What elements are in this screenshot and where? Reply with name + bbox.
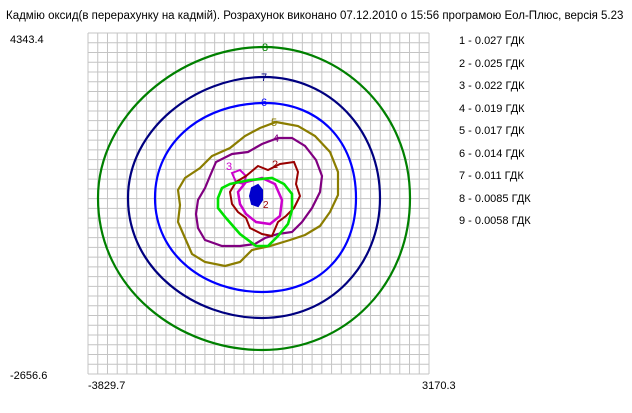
legend-item-7: 7 - 0.011 ГДК <box>459 170 524 182</box>
contour-level-2 <box>228 160 302 238</box>
legend-item-5: 5 - 0.017 ГДК <box>459 125 525 137</box>
contour-label-4: 4 <box>273 133 279 145</box>
contour-level-6 <box>153 101 358 294</box>
legend-item-2: 2 - 0.025 ГДК <box>459 57 525 70</box>
legend-item-9: 9 - 0.0058 ГДК <box>459 215 531 227</box>
legend: 1 - 0.027 ГДК 2 - 0.025 ГДК 3 - 0.022 ГД… <box>459 34 531 237</box>
contour-level-4 <box>194 136 324 248</box>
contour-label-2-inner: 2 <box>263 200 269 211</box>
contour-level-8 <box>96 45 412 352</box>
contour-level-1 <box>248 183 263 208</box>
x-max-label: 3170.3 <box>422 380 456 392</box>
legend-item-4: 4 - 0.019 ГДК <box>459 102 525 115</box>
legend-item-8: 8 - 0.0085 ГДК <box>459 192 531 205</box>
contour-level-5 <box>176 120 340 268</box>
contour-label-2: 2 <box>272 159 278 171</box>
y-max-label: 4343.4 <box>10 34 44 46</box>
contour-label-6: 6 <box>261 97 267 109</box>
contour-label-7: 7 <box>261 72 267 84</box>
contour-label-3: 3 <box>226 161 232 173</box>
contour-label-5: 5 <box>271 117 277 129</box>
contour-level-9 <box>216 176 294 248</box>
contour-label-1: 1 <box>254 185 260 196</box>
y-min-label: -2656.6 <box>10 370 48 382</box>
contour-level-7 <box>126 75 382 320</box>
legend-item-6: 6 - 0.014 ГДК <box>459 147 525 160</box>
contour-label-8: 8 <box>262 42 268 54</box>
legend-item-3: 3 - 0.022 ГДК <box>459 80 525 92</box>
x-min-label: -3829.7 <box>88 380 126 392</box>
legend-item-1: 1 - 0.027 ГДК <box>459 35 525 47</box>
chart-title: Кадмію оксид(в перерахунку на кадмій). Р… <box>6 10 624 22</box>
